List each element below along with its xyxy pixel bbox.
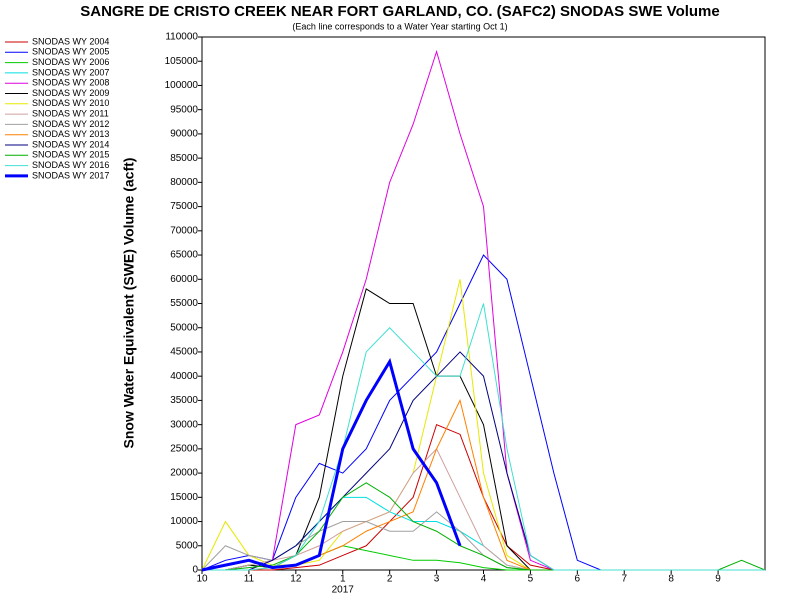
x-annotation: 2017 bbox=[332, 585, 355, 596]
legend-label: SNODAS WY 2008 bbox=[32, 78, 109, 88]
y-tick-label: 85000 bbox=[170, 153, 198, 164]
y-tick-label: 5000 bbox=[176, 540, 199, 551]
y-tick-label: 45000 bbox=[170, 347, 198, 358]
x-tick-label: 9 bbox=[715, 574, 721, 585]
series-line bbox=[202, 49, 765, 571]
y-tick-label: 105000 bbox=[165, 56, 199, 67]
series-line bbox=[202, 303, 765, 571]
y-tick-label: 110000 bbox=[165, 32, 198, 43]
y-tick-label: 100000 bbox=[165, 80, 199, 91]
y-tick-label: 55000 bbox=[170, 298, 198, 309]
x-tick-label: 12 bbox=[290, 574, 302, 585]
y-tick-label: 60000 bbox=[170, 274, 198, 285]
y-axis-label: Snow Water Equivalent (SWE) Volume (acft… bbox=[121, 158, 137, 449]
y-tick-label: 30000 bbox=[170, 419, 198, 430]
legend-label: SNODAS WY 2015 bbox=[32, 150, 109, 160]
legend-label: SNODAS WY 2004 bbox=[32, 36, 109, 46]
x-tick-label: 2 bbox=[387, 574, 393, 585]
legend-label: SNODAS WY 2014 bbox=[32, 139, 109, 149]
legend-label: SNODAS WY 2011 bbox=[32, 108, 109, 118]
x-tick-label: 3 bbox=[434, 574, 440, 585]
legend-label: SNODAS WY 2009 bbox=[32, 88, 109, 98]
series-line bbox=[201, 511, 765, 571]
chart-title: SANGRE DE CRISTO CREEK NEAR FORT GARLAND… bbox=[80, 3, 720, 20]
y-tick-label: 25000 bbox=[170, 444, 198, 455]
legend-label: SNODAS WY 2006 bbox=[32, 57, 109, 67]
x-tick-label: 10 bbox=[196, 574, 208, 585]
y-tick-label: 50000 bbox=[170, 322, 198, 333]
y-tick-label: 0 bbox=[192, 565, 198, 576]
series-line bbox=[201, 254, 765, 571]
x-tick-label: 7 bbox=[621, 574, 627, 585]
legend-label: SNODAS WY 2005 bbox=[32, 47, 109, 57]
series-line bbox=[202, 288, 765, 571]
y-tick-label: 80000 bbox=[170, 177, 198, 188]
x-tick-label: 11 bbox=[244, 574, 255, 585]
y-tick-label: 40000 bbox=[170, 371, 198, 382]
legend-label: SNODAS WY 2017 bbox=[32, 170, 109, 180]
y-tick-label: 65000 bbox=[170, 250, 198, 261]
x-tick-label: 8 bbox=[668, 574, 674, 585]
x-tick-label: 1 bbox=[340, 574, 346, 585]
y-tick-label: 10000 bbox=[170, 516, 198, 527]
y-tick-label: 75000 bbox=[170, 201, 198, 212]
legend-label: SNODAS WY 2016 bbox=[32, 160, 109, 170]
y-tick-label: 95000 bbox=[170, 104, 198, 115]
y-tick-label: 20000 bbox=[170, 468, 198, 479]
y-tick-label: 35000 bbox=[170, 395, 198, 406]
x-tick-label: 4 bbox=[481, 574, 487, 585]
legend-label: SNODAS WY 2010 bbox=[32, 98, 109, 108]
chart-subtitle: (Each line corresponds to a Water Year s… bbox=[292, 21, 507, 31]
y-tick-label: 70000 bbox=[170, 225, 198, 236]
x-tick-label: 6 bbox=[575, 574, 581, 585]
legend-label: SNODAS WY 2012 bbox=[32, 119, 109, 129]
series-line bbox=[201, 357, 462, 572]
legend-label: SNODAS WY 2013 bbox=[32, 129, 109, 139]
y-tick-label: 15000 bbox=[170, 492, 198, 503]
series-line bbox=[202, 351, 765, 571]
y-tick-label: 90000 bbox=[170, 129, 198, 140]
legend-label: SNODAS WY 2007 bbox=[32, 67, 109, 77]
x-tick-label: 5 bbox=[528, 574, 534, 585]
